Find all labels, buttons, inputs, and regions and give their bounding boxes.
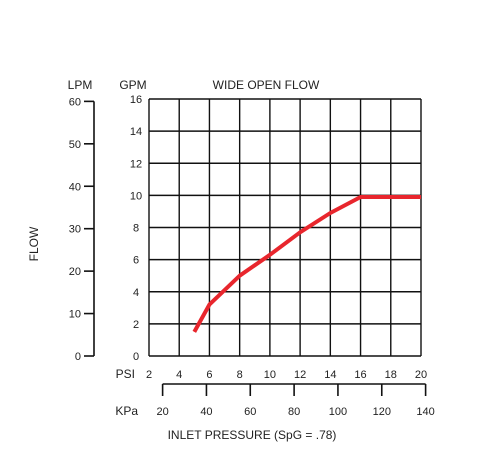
y-axis-label: FLOW xyxy=(27,226,41,261)
kpa-tick-label: 80 xyxy=(288,406,300,418)
psi-tick-label: 6 xyxy=(206,369,212,381)
grid xyxy=(148,98,422,357)
gpm-tick-label: 16 xyxy=(130,94,142,106)
gpm-tick-label: 8 xyxy=(133,223,139,235)
psi-tick-label: 12 xyxy=(294,369,306,381)
psi-tick-label: 14 xyxy=(324,369,336,381)
psi-tick-labels: 2 4 6 8 10 12 14 16 18 20 xyxy=(146,369,427,381)
psi-tick-label: 10 xyxy=(264,369,276,381)
lpm-tick-label: 20 xyxy=(69,266,81,278)
chart-title: WIDE OPEN FLOW xyxy=(213,78,320,92)
lpm-unit-label: LPM xyxy=(68,78,93,92)
psi-unit-label: PSI xyxy=(116,367,135,381)
kpa-axis: 20 40 60 80 100 120 140 xyxy=(156,383,435,418)
lpm-tick-label: 10 xyxy=(69,309,81,321)
gpm-tick-label: 0 xyxy=(133,351,139,363)
lpm-tick-label: 60 xyxy=(69,96,81,108)
kpa-tick-label: 40 xyxy=(200,406,212,418)
gpm-unit-label: GPM xyxy=(119,78,146,92)
psi-tick-label: 8 xyxy=(237,369,243,381)
lpm-tick-label: 40 xyxy=(69,181,81,193)
psi-tick-label: 16 xyxy=(354,369,366,381)
series-layer xyxy=(192,195,422,333)
gpm-tick-label: 10 xyxy=(130,190,142,202)
gpm-tick-label: 2 xyxy=(133,319,139,331)
lpm-tick-label: 30 xyxy=(69,224,81,236)
kpa-tick-label: 100 xyxy=(329,406,347,418)
gpm-tick-label: 6 xyxy=(133,255,139,267)
gpm-tick-label: 4 xyxy=(133,287,139,299)
psi-tick-label: 20 xyxy=(415,369,427,381)
kpa-tick-label: 140 xyxy=(416,406,434,418)
gpm-tick-labels: 0 2 4 6 8 10 12 14 16 xyxy=(130,94,142,363)
psi-tick-label: 18 xyxy=(385,369,397,381)
gpm-tick-label: 12 xyxy=(130,158,142,170)
kpa-tick-label: 60 xyxy=(244,406,256,418)
psi-tick-label: 4 xyxy=(176,369,182,381)
lpm-axis: 0 10 20 30 40 50 60 xyxy=(69,96,95,363)
gpm-tick-label: 14 xyxy=(130,126,142,138)
lpm-tick-label: 0 xyxy=(75,351,81,363)
flow-series-line xyxy=(192,195,421,333)
lpm-tick-label: 50 xyxy=(69,139,81,151)
psi-tick-label: 2 xyxy=(146,369,152,381)
kpa-tick-label: 120 xyxy=(373,406,391,418)
kpa-unit-label: KPa xyxy=(115,404,138,418)
kpa-tick-label: 20 xyxy=(156,406,168,418)
x-axis-label: INLET PRESSURE (SpG = .78) xyxy=(168,428,337,442)
